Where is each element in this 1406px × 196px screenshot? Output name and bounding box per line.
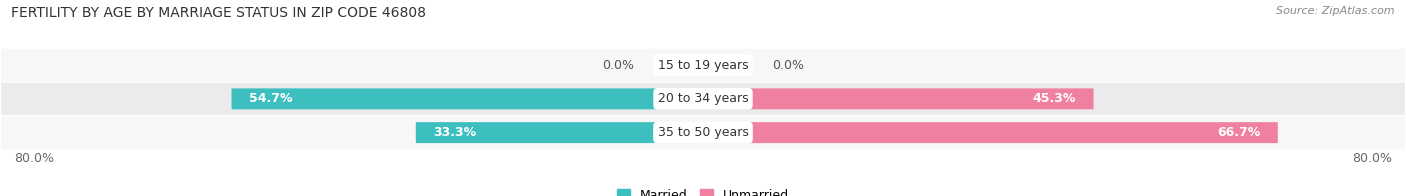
Text: 54.7%: 54.7%: [249, 92, 292, 105]
FancyBboxPatch shape: [703, 122, 1278, 143]
FancyBboxPatch shape: [703, 88, 1094, 109]
Text: FERTILITY BY AGE BY MARRIAGE STATUS IN ZIP CODE 46808: FERTILITY BY AGE BY MARRIAGE STATUS IN Z…: [11, 6, 426, 20]
Text: 35 to 50 years: 35 to 50 years: [658, 126, 748, 139]
Text: 66.7%: 66.7%: [1218, 126, 1260, 139]
FancyBboxPatch shape: [232, 88, 703, 109]
Text: 0.0%: 0.0%: [602, 59, 634, 72]
Text: 45.3%: 45.3%: [1032, 92, 1076, 105]
Text: 0.0%: 0.0%: [772, 59, 804, 72]
Text: 33.3%: 33.3%: [433, 126, 477, 139]
FancyBboxPatch shape: [416, 122, 703, 143]
Text: 80.0%: 80.0%: [1353, 152, 1392, 164]
FancyBboxPatch shape: [1, 116, 1405, 149]
Text: 15 to 19 years: 15 to 19 years: [658, 59, 748, 72]
Text: Source: ZipAtlas.com: Source: ZipAtlas.com: [1277, 6, 1395, 16]
Text: 80.0%: 80.0%: [14, 152, 53, 164]
Legend: Married, Unmarried: Married, Unmarried: [612, 184, 794, 196]
FancyBboxPatch shape: [1, 83, 1405, 115]
FancyBboxPatch shape: [1, 49, 1405, 81]
Text: 20 to 34 years: 20 to 34 years: [658, 92, 748, 105]
